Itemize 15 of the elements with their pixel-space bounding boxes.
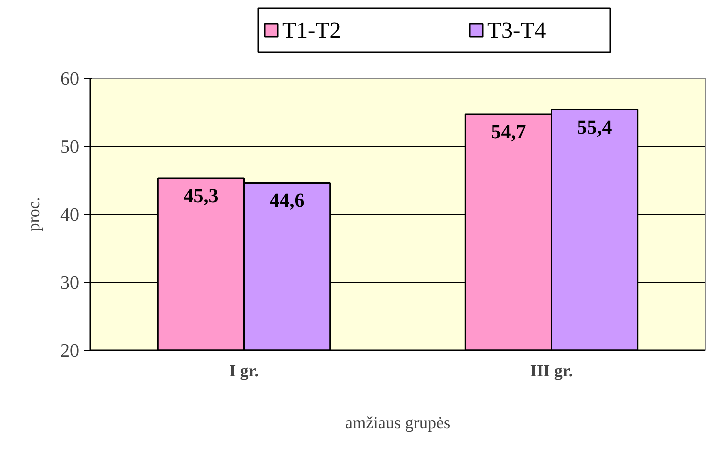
y-tick-label: 30 — [60, 273, 80, 294]
data-label: 45,3 — [184, 185, 219, 208]
y-tick-label: 40 — [60, 205, 80, 226]
legend-label: T1-T2 — [282, 18, 342, 43]
legend-label: T3-T4 — [488, 18, 547, 43]
data-label: 55,4 — [577, 116, 612, 139]
x-axis-title: amžiaus grupės — [345, 414, 451, 432]
y-tick-label: 60 — [60, 69, 80, 90]
x-tick-label: I gr. — [229, 362, 260, 380]
y-tick-label: 20 — [60, 341, 80, 362]
x-tick-label: III gr. — [530, 362, 574, 380]
y-axis-title: proc. — [24, 197, 44, 232]
y-tick-label: 50 — [60, 137, 80, 158]
data-label: 44,6 — [270, 190, 305, 212]
data-label: 54,7 — [491, 122, 526, 144]
